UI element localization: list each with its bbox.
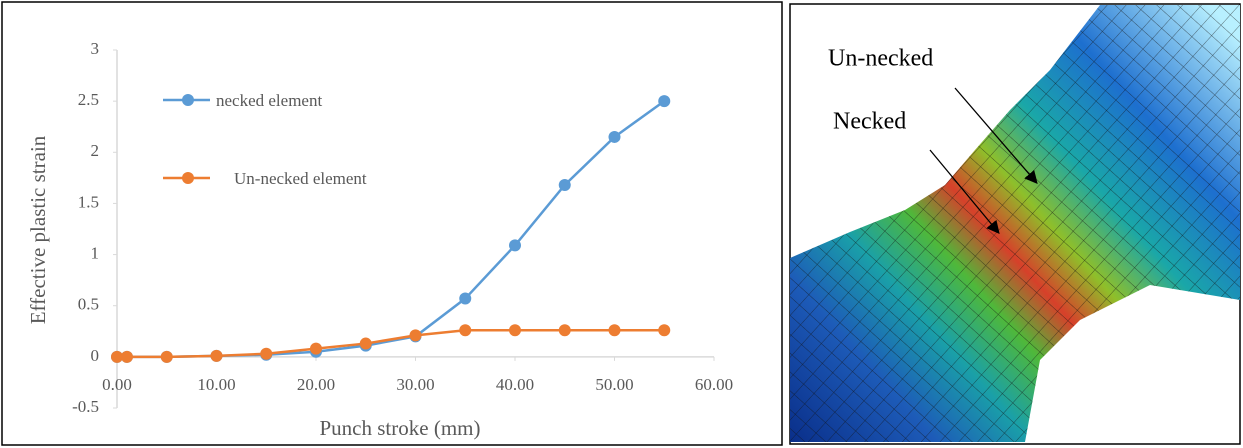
y-tick-label: 0 [91,346,100,365]
marker [559,324,571,336]
y-tick-label: 2.5 [78,90,99,109]
legend-label: necked element [216,91,322,110]
marker [658,324,670,336]
legend-marker [182,94,194,106]
x-tick-label: 20.00 [297,375,335,394]
legend-label: Un-necked element [234,169,367,188]
marker [211,350,223,362]
marker [459,293,471,305]
y-tick-label: 1.5 [78,192,99,211]
marker [559,179,571,191]
legend-marker [182,172,194,184]
y-tick-label: -0.5 [72,397,99,416]
marker [658,95,670,107]
y-tick-label: 3 [91,39,100,58]
figure: Un-necked Necked Punch stroke (mm) Effec… [0,0,1243,448]
x-tick-label: 60.00 [695,375,733,394]
x-tick-label: 50.00 [595,375,633,394]
x-tick-label: 40.00 [496,375,534,394]
marker [310,343,322,355]
y-axis-title: Effective plastic strain [26,135,50,324]
annotation: Necked [833,109,906,135]
y-tick-label: 2 [91,141,100,160]
marker [360,338,372,350]
marker [161,351,173,363]
y-tick-label: 1 [91,243,100,262]
marker [609,324,621,336]
marker [410,329,422,341]
x-tick-label: 30.00 [396,375,434,394]
x-axis-title: Punch stroke (mm) [320,416,481,440]
marker [260,348,272,360]
annotation: Un-necked [828,46,933,72]
y-tick-label: 0.5 [78,295,99,314]
marker [509,239,521,251]
x-tick-label: 0.00 [102,375,132,394]
marker [509,324,521,336]
marker [459,324,471,336]
marker [609,131,621,143]
x-tick-label: 10.00 [197,375,235,394]
marker [121,351,133,363]
